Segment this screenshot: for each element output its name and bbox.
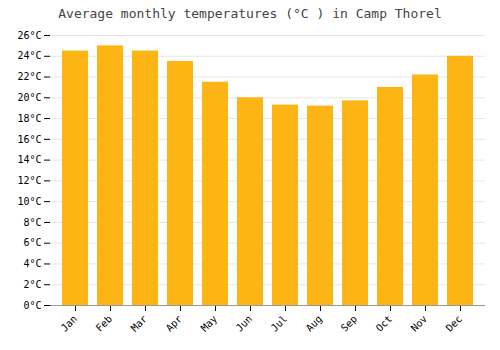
svg-text:Aug: Aug [304, 313, 325, 334]
svg-text:18°C: 18°C [17, 113, 41, 124]
svg-text:8°C: 8°C [23, 217, 41, 228]
svg-text:2°C: 2°C [23, 279, 41, 290]
svg-text:6°C: 6°C [23, 237, 41, 248]
svg-text:24°C: 24°C [17, 50, 41, 61]
svg-text:4°C: 4°C [23, 258, 41, 269]
svg-text:Apr: Apr [164, 313, 185, 334]
svg-text:14°C: 14°C [17, 154, 41, 165]
svg-text:0°C: 0°C [23, 300, 41, 311]
svg-text:Jun: Jun [234, 313, 255, 334]
svg-text:Feb: Feb [94, 313, 115, 334]
svg-text:Dec: Dec [444, 313, 465, 334]
svg-text:Mar: Mar [129, 313, 150, 334]
svg-text:Oct: Oct [374, 313, 395, 334]
html-text:Average monthly temperatures (: Average monthly temperatures (°C ) in Ca… [58, 6, 442, 21]
svg-text:Jan: Jan [59, 313, 80, 334]
svg-text:16°C: 16°C [17, 134, 41, 145]
svg-text:22°C: 22°C [17, 71, 41, 82]
svg-text:26°C: 26°C [17, 30, 41, 41]
svg-text:10°C: 10°C [17, 196, 41, 207]
svg-text:Nov: Nov [409, 313, 430, 334]
svg-text:12°C: 12°C [17, 175, 41, 186]
svg-text:May: May [199, 313, 220, 334]
svg-text:Jul: Jul [269, 313, 290, 334]
svg-text:Sep: Sep [339, 313, 360, 334]
svg-text:20°C: 20°C [17, 92, 41, 103]
